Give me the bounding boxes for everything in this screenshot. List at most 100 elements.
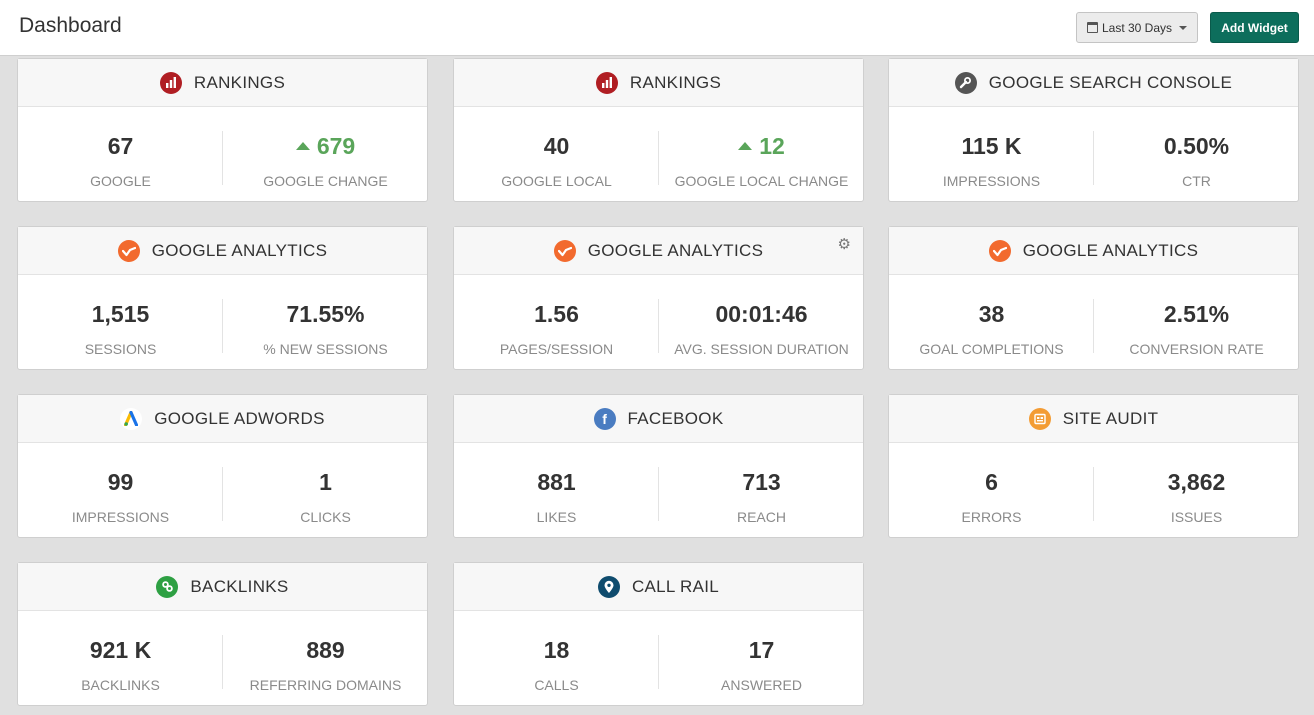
metric-divider: [658, 131, 659, 185]
metric-label: ANSWERED: [721, 677, 802, 693]
metric-value-text: 679: [316, 133, 356, 159]
metric-value-text: 921 K: [89, 637, 152, 663]
metric-divider: [222, 131, 223, 185]
metric-value: 0.50%: [1094, 133, 1299, 160]
widget-google-search-console[interactable]: GOOGLE SEARCH CONSOLE 115 K IMPRESSIONS 0.5…: [888, 58, 1299, 202]
metric-divider: [222, 467, 223, 521]
metric: 921 K BACKLINKS: [18, 611, 223, 706]
metric-divider: [1093, 131, 1094, 185]
widget-facebook[interactable]: f FACEBOOK 881 LIKES 713 REACH: [453, 394, 864, 538]
metric-value: 1: [223, 469, 428, 496]
widget-title: FACEBOOK: [627, 408, 724, 428]
calendar-icon: [1086, 22, 1098, 33]
metric-divider: [658, 467, 659, 521]
metric: 1 CLICKS: [223, 443, 428, 538]
widget-title: BACKLINKS: [190, 576, 289, 596]
metric-value: 1.56: [454, 301, 659, 328]
metric-value: 1,515: [18, 301, 223, 328]
metric: 18 CALLS: [454, 611, 659, 706]
metric-value: 2.51%: [1094, 301, 1299, 328]
metric-label: GOAL COMPLETIONS: [919, 341, 1064, 357]
widget-google-analytics[interactable]: GOOGLE ANALYTICS 38 GOAL COMPLETIONS 2.51% C…: [888, 226, 1299, 370]
widget-rankings[interactable]: RANKINGS 67 GOOGLE 679 GOOGLE CHANGE: [17, 58, 428, 202]
wrench-icon: [954, 71, 977, 94]
metric-value-text: 40: [543, 133, 570, 159]
metric-value: 67: [18, 133, 223, 160]
analytics-icon: [553, 239, 576, 262]
metric-label: CONVERSION RATE: [1129, 341, 1264, 357]
metric-label: ERRORS: [961, 509, 1022, 525]
metric-label: CALLS: [534, 677, 579, 693]
widget-google-adwords[interactable]: GOOGLE ADWORDS 99 IMPRESSIONS 1 CLICKS: [17, 394, 428, 538]
metric-value-text: 71.55%: [286, 301, 365, 327]
analytics-icon: [117, 239, 140, 262]
widget-header: GOOGLE ANALYTICS: [454, 227, 863, 275]
metric-value-text: 3,862: [1167, 469, 1226, 495]
gear-icon[interactable]: ⚙: [837, 236, 851, 253]
widget-title: RANKINGS: [193, 72, 286, 92]
metric-label: SESSIONS: [84, 341, 157, 357]
metric-divider: [1093, 299, 1094, 353]
call-rail-icon: [597, 575, 620, 598]
metric-value-text: 12: [759, 133, 785, 159]
date-range-dropdown[interactable]: Last 30 Days: [1076, 12, 1198, 43]
widget-header: f FACEBOOK: [454, 395, 863, 443]
widget-call-rail[interactable]: CALL RAIL 18 CALLS 17 ANSWERED: [453, 562, 864, 706]
metric-label: IMPRESSIONS: [942, 173, 1041, 189]
metric: 17 ANSWERED: [659, 611, 864, 706]
add-widget-button[interactable]: Add Widget: [1210, 12, 1299, 43]
widget-google-analytics[interactable]: GOOGLE ANALYTICS ⚙ 1.56 PAGES/SESSION 00:01:…: [453, 226, 864, 370]
metric-value-text: 38: [978, 301, 1005, 327]
metric: 40 GOOGLE LOCAL: [454, 107, 659, 202]
metric-value-text: 67: [107, 133, 134, 159]
metric: 71.55% % NEW SESSIONS: [223, 275, 428, 370]
metric-label: GOOGLE LOCAL CHANGE: [674, 173, 849, 189]
metric-value: 713: [659, 469, 864, 496]
metric-value: 889: [223, 637, 428, 664]
widget-site-audit[interactable]: SITE AUDIT 6 ERRORS 3,862 ISSUES: [888, 394, 1299, 538]
metric-label: PAGES/SESSION: [499, 341, 614, 357]
metric-label: CTR: [1182, 173, 1211, 189]
adwords-icon: [120, 407, 143, 430]
metric: 12 GOOGLE LOCAL CHANGE: [659, 107, 864, 202]
metric-divider: [222, 299, 223, 353]
metric-label: GOOGLE: [90, 173, 151, 189]
widget-header: GOOGLE ADWORDS: [18, 395, 427, 443]
metric-value: 38: [889, 301, 1094, 328]
metric-value: 115 K: [889, 133, 1094, 160]
widget-header: BACKLINKS: [18, 563, 427, 611]
metric: 3,862 ISSUES: [1094, 443, 1299, 538]
metric-value-text: 99: [107, 469, 134, 495]
metric: 6 ERRORS: [889, 443, 1094, 538]
metric-value-text: 1,515: [91, 301, 150, 327]
metric-value: 6: [889, 469, 1094, 496]
widget-backlinks[interactable]: BACKLINKS 921 K BACKLINKS 889 REFERRING DOMA…: [17, 562, 428, 706]
widget-title: GOOGLE ANALYTICS: [1022, 240, 1199, 260]
widget-title: GOOGLE ANALYTICS: [151, 240, 328, 260]
caret-down-icon: [1179, 25, 1188, 30]
metric-label: LIKES: [536, 509, 577, 525]
rankings-icon: [159, 71, 182, 94]
metric-label: BACKLINKS: [81, 677, 160, 693]
widget-header: CALL RAIL: [454, 563, 863, 611]
metric-label: AVG. SESSION DURATION: [674, 341, 849, 357]
metric-value-text: 6: [985, 469, 998, 495]
metric: 713 REACH: [659, 443, 864, 538]
metric-value: 71.55%: [223, 301, 428, 328]
rankings-icon: [595, 71, 618, 94]
metric-value: 921 K: [18, 637, 223, 664]
metric-value: 3,862: [1094, 469, 1299, 496]
metric-value-text: 1.56: [534, 301, 579, 327]
widget-header: RANKINGS: [18, 59, 427, 107]
metric: 679 GOOGLE CHANGE: [223, 107, 428, 202]
metric: 0.50% CTR: [1094, 107, 1299, 202]
top-bar: Dashboard Last 30 Days Add Widget: [0, 0, 1314, 56]
trend-up-icon: [295, 142, 310, 150]
metric-value-text: 713: [742, 469, 781, 495]
widget-rankings[interactable]: RANKINGS 40 GOOGLE LOCAL 12 GOOGLE LOCAL CHA…: [453, 58, 864, 202]
metric-value: 18: [454, 637, 659, 664]
metric-value: 12: [659, 133, 864, 160]
widget-header: GOOGLE SEARCH CONSOLE: [889, 59, 1298, 107]
metric: 2.51% CONVERSION RATE: [1094, 275, 1299, 370]
widget-google-analytics[interactable]: GOOGLE ANALYTICS 1,515 SESSIONS 71.55% % NEW…: [17, 226, 428, 370]
